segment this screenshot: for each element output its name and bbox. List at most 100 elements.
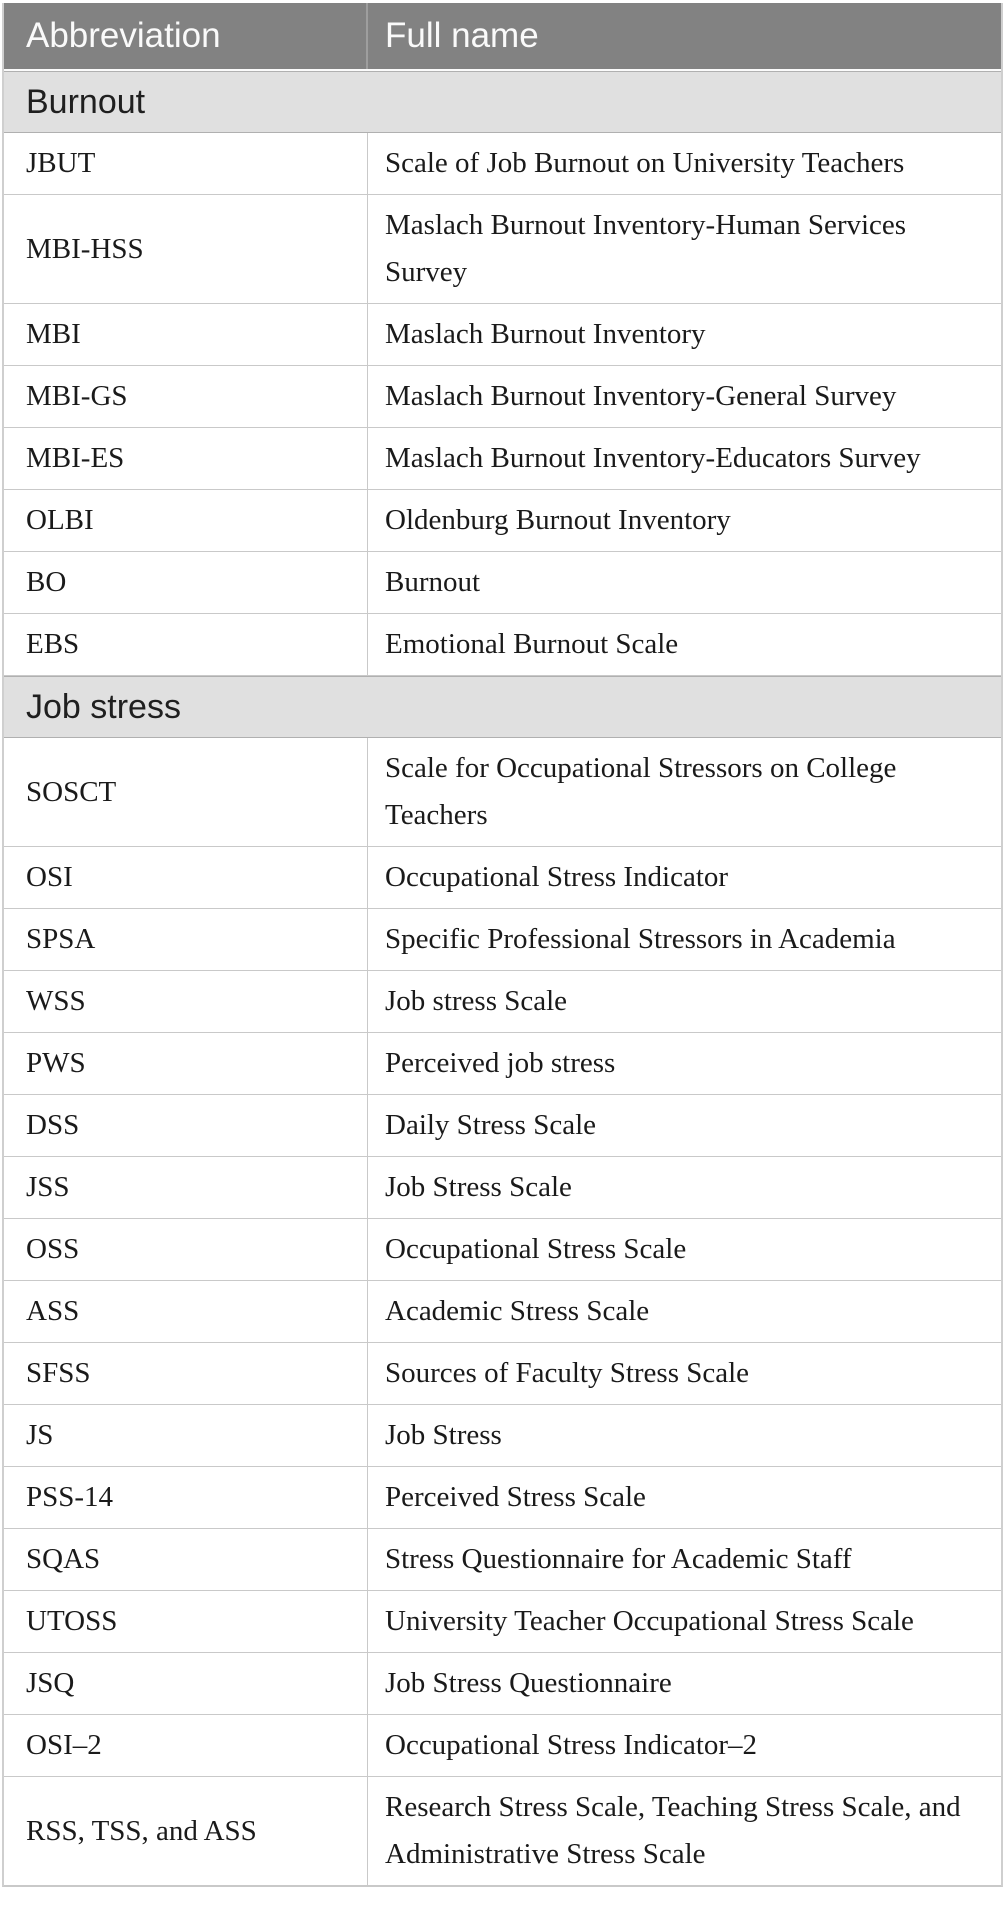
abbreviation-cell: SPSA <box>4 909 368 970</box>
table-row: JBUT Scale of Job Burnout on University T… <box>4 133 1001 195</box>
abbreviation-cell: PWS <box>4 1033 368 1094</box>
full-name-cell: Scale of Job Burnout on University Teach… <box>368 133 1001 194</box>
full-name-cell: Occupational Stress Indicator–2 <box>368 1715 1001 1776</box>
table-row: SPSA Specific Professional Stressors in A… <box>4 909 1001 971</box>
full-name-text: Job Stress Scale <box>385 1171 572 1203</box>
abbreviations-table: Abbreviation Full name Burnout JBUT Scale … <box>2 3 1003 1887</box>
full-name-cell: Oldenburg Burnout Inventory <box>368 490 1001 551</box>
abbreviation-cell: WSS <box>4 971 368 1032</box>
table-row: JSS Job Stress Scale <box>4 1157 1001 1219</box>
section-header-row: Burnout <box>4 71 1001 133</box>
full-name-text: Sources of Faculty Stress Scale <box>385 1357 750 1389</box>
table-row: MBI-HSS Maslach Burnout Inventory-Human S… <box>4 195 1001 304</box>
table-row: JS Job Stress <box>4 1405 1001 1467</box>
abbreviation-cell: JSQ <box>4 1653 368 1714</box>
column-header-abbreviation: Abbreviation <box>4 3 368 69</box>
table-row: UTOSS University Teacher Occupational Str… <box>4 1591 1001 1653</box>
table-row: PWS Perceived job stress <box>4 1033 1001 1095</box>
table-row: DSS Daily Stress Scale <box>4 1095 1001 1157</box>
full-name-text: Academic Stress Scale <box>385 1295 650 1327</box>
full-name-text: Scale for Occupational Stressors on Coll… <box>385 752 897 831</box>
full-name-text: Daily Stress Scale <box>385 1109 597 1141</box>
full-name-text: Maslach Burnout Inventory-Educators Surv… <box>385 442 921 474</box>
table-row: SFSS Sources of Faculty Stress Scale <box>4 1343 1001 1405</box>
abbreviation-cell: JSS <box>4 1157 368 1218</box>
full-name-text: Research Stress Scale, Teaching Stress S… <box>385 1791 961 1870</box>
full-name-cell: Academic Stress Scale <box>368 1281 1001 1342</box>
full-name-text: Perceived Stress Scale <box>385 1481 646 1513</box>
abbreviation-cell: OSI <box>4 847 368 908</box>
table-row: MBI-GS Maslach Burnout Inventory-General … <box>4 366 1001 428</box>
full-name-text: University Teacher Occupational Stress S… <box>385 1605 914 1637</box>
table-header-row: Abbreviation Full name <box>4 3 1001 71</box>
table-row: ASS Academic Stress Scale <box>4 1281 1001 1343</box>
full-name-cell: Scale for Occupational Stressors on Coll… <box>368 738 1001 846</box>
full-name-text: Job Stress Questionnaire <box>385 1667 672 1699</box>
table-row: MBI-ES Maslach Burnout Inventory-Educator… <box>4 428 1001 490</box>
abbreviation-cell: SQAS <box>4 1529 368 1590</box>
full-name-cell: Job Stress <box>368 1405 1001 1466</box>
full-name-cell: Daily Stress Scale <box>368 1095 1001 1156</box>
table-row: RSS, TSS, and ASS Research Stress Scale, … <box>4 1777 1001 1886</box>
abbreviation-cell: BO <box>4 552 368 613</box>
full-name-cell: Specific Professional Stressors in Acade… <box>368 909 1001 970</box>
full-name-cell: Burnout <box>368 552 1001 613</box>
abbreviation-cell: MBI-ES <box>4 428 368 489</box>
table-row: PSS-14 Perceived Stress Scale <box>4 1467 1001 1529</box>
table-row: OLBI Oldenburg Burnout Inventory <box>4 490 1001 552</box>
abbreviation-cell: OLBI <box>4 490 368 551</box>
full-name-text: Perceived job stress <box>385 1047 616 1079</box>
full-name-text: Specific Professional Stressors in Acade… <box>385 923 896 955</box>
full-name-text: Scale of Job Burnout on University Teach… <box>385 147 905 179</box>
full-name-text: Oldenburg Burnout Inventory <box>385 504 731 536</box>
table-row: EBS Emotional Burnout Scale <box>4 614 1001 676</box>
table-row: OSS Occupational Stress Scale <box>4 1219 1001 1281</box>
table-row: MBI Maslach Burnout Inventory <box>4 304 1001 366</box>
abbreviation-cell: JS <box>4 1405 368 1466</box>
full-name-text: Maslach Burnout Inventory-General Survey <box>385 380 897 412</box>
full-name-text: Maslach Burnout Inventory-Human Services… <box>385 209 907 288</box>
abbreviation-cell: MBI <box>4 304 368 365</box>
abbreviation-cell: UTOSS <box>4 1591 368 1652</box>
full-name-text: Occupational Stress Indicator–2 <box>385 1729 758 1761</box>
full-name-text: Burnout <box>385 566 481 598</box>
full-name-cell: Occupational Stress Scale <box>368 1219 1001 1280</box>
abbreviation-cell: OSI–2 <box>4 1715 368 1776</box>
table-body: Burnout JBUT Scale of Job Burnout on Unive… <box>4 71 1001 1886</box>
abbreviation-cell: SFSS <box>4 1343 368 1404</box>
full-name-text: Job stress Scale <box>385 985 568 1017</box>
abbreviation-cell: DSS <box>4 1095 368 1156</box>
full-name-text: Occupational Stress Indicator <box>385 861 729 893</box>
table-row: JSQ Job Stress Questionnaire <box>4 1653 1001 1715</box>
full-name-cell: Perceived job stress <box>368 1033 1001 1094</box>
full-name-text: Occupational Stress Scale <box>385 1233 687 1265</box>
full-name-cell: Maslach Burnout Inventory-Human Services… <box>368 195 1001 303</box>
table-row: WSS Job stress Scale <box>4 971 1001 1033</box>
full-name-text: Stress Questionnaire for Academic Staff <box>385 1543 852 1575</box>
full-name-cell: Maslach Burnout Inventory-Educators Surv… <box>368 428 1001 489</box>
abbreviation-cell: OSS <box>4 1219 368 1280</box>
full-name-cell: Job Stress Scale <box>368 1157 1001 1218</box>
full-name-cell: Emotional Burnout Scale <box>368 614 1001 675</box>
abbreviation-cell: JBUT <box>4 133 368 194</box>
section-header-row: Job stress <box>4 676 1001 738</box>
full-name-cell: Maslach Burnout Inventory-General Survey <box>368 366 1001 427</box>
abbreviation-cell: MBI-HSS <box>4 195 368 303</box>
full-name-cell: Sources of Faculty Stress Scale <box>368 1343 1001 1404</box>
abbreviation-cell: ASS <box>4 1281 368 1342</box>
full-name-cell: Job Stress Questionnaire <box>368 1653 1001 1714</box>
full-name-cell: Perceived Stress Scale <box>368 1467 1001 1528</box>
full-name-text: Emotional Burnout Scale <box>385 628 679 660</box>
column-header-full-name: Full name <box>385 16 539 55</box>
abbreviation-cell: RSS, TSS, and ASS <box>4 1777 368 1885</box>
full-name-text: Maslach Burnout Inventory <box>385 318 706 350</box>
table-row: SQAS Stress Questionnaire for Academic St… <box>4 1529 1001 1591</box>
full-name-cell: University Teacher Occupational Stress S… <box>368 1591 1001 1652</box>
table-row: OSI–2 Occupational Stress Indicator–2 <box>4 1715 1001 1777</box>
table-row: BO Burnout <box>4 552 1001 614</box>
abbreviation-cell: SOSCT <box>4 738 368 846</box>
full-name-text: Job Stress <box>385 1419 502 1451</box>
full-name-cell: Maslach Burnout Inventory <box>368 304 1001 365</box>
abbreviation-cell: MBI-GS <box>4 366 368 427</box>
